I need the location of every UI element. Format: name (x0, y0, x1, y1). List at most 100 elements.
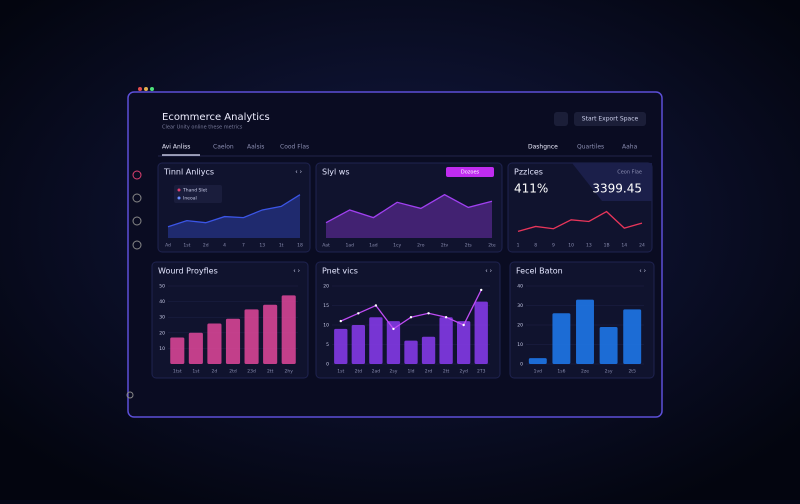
x-tick-label: 1ld (408, 369, 415, 375)
y-tick-label: 30 (159, 315, 165, 321)
legend-dot (177, 196, 181, 200)
x-tick-label: 1cy (393, 243, 401, 249)
legend-label: Ineoal (183, 196, 197, 202)
panel-controls: ‹ › (639, 268, 646, 275)
export-button[interactable] (574, 112, 646, 126)
y-tick-label: 0 (326, 362, 329, 368)
x-tick-label: Ad (165, 243, 171, 249)
x-tick-label: 1s6 (557, 369, 565, 375)
x-tick-label: 18 (297, 243, 303, 249)
legend-dot (177, 188, 181, 192)
bar (263, 304, 278, 364)
x-tick-label: 24 (639, 243, 645, 249)
line (517, 210, 643, 233)
bar (474, 301, 488, 364)
y-tick-label: 5 (326, 342, 329, 348)
bar (404, 340, 418, 364)
x-tick-label: 2te (488, 243, 496, 249)
line (167, 194, 301, 228)
x-tick-label: 7 (242, 243, 245, 249)
area (168, 194, 300, 238)
y-tick-label: 0 (520, 362, 523, 368)
x-tick-label: 2ze (581, 369, 589, 375)
line-point (392, 327, 395, 331)
bar (188, 332, 203, 364)
x-tick-label: 13 (586, 243, 592, 249)
y-tick-label: 10 (517, 342, 523, 348)
tab[interactable]: Dashgnce (528, 144, 558, 151)
bar (439, 317, 453, 364)
icon-button[interactable] (554, 112, 568, 126)
y-tick-label: 10 (159, 346, 165, 352)
x-tick-label: 2tv (441, 243, 449, 249)
y-tick-label: 20 (159, 330, 165, 336)
x-tick-label: 2rd (425, 369, 433, 375)
panel-title: Tinnl Anliycs (163, 168, 214, 177)
tab[interactable]: Aaha (622, 144, 638, 151)
x-tick-label: 8 (534, 243, 537, 249)
stat: 3399.45 (592, 182, 642, 196)
bar (207, 323, 222, 364)
bar (421, 336, 436, 364)
x-tick-label: 2yd (459, 369, 468, 375)
tab[interactable]: Quartiles (577, 144, 604, 151)
legend-label: Thand Slet (182, 188, 207, 194)
nav-icon[interactable] (126, 391, 134, 399)
bar (225, 318, 241, 364)
tab[interactable]: Cood Flas (280, 144, 309, 151)
x-tick-label: 1ad (345, 243, 354, 249)
x-tick-label: 2d (203, 243, 209, 249)
x-tick-label: 14 (621, 243, 627, 249)
nav-icon[interactable] (132, 170, 142, 180)
x-tick-label: 2ro (417, 243, 425, 249)
bar (552, 313, 571, 364)
bar (281, 295, 296, 364)
line-point (462, 323, 465, 327)
panel (315, 162, 503, 253)
panel-title: Fecel Baton (516, 267, 563, 276)
legend (174, 185, 222, 203)
x-tick-label: 4 (223, 243, 226, 249)
nav-icon[interactable] (132, 240, 142, 250)
x-tick-label: 23d (247, 369, 256, 375)
nav-icon[interactable] (132, 216, 142, 226)
bar (599, 326, 618, 364)
panel-button[interactable] (446, 167, 494, 177)
y-tick-label: 30 (517, 303, 523, 309)
bar (456, 321, 471, 364)
tab[interactable]: Caelon (213, 144, 234, 151)
tab[interactable]: Avi Anliss (162, 144, 190, 151)
bar (623, 309, 642, 364)
nav-icon[interactable] (132, 193, 142, 203)
line-point (374, 304, 378, 307)
y-tick-label: 15 (323, 303, 329, 309)
x-tick-label: 2sy (390, 369, 398, 375)
tab[interactable]: Aalsis (247, 144, 264, 151)
sidebar (126, 170, 142, 399)
x-tick-label: 9 (552, 243, 555, 249)
panel-title: Pzzlces (514, 168, 543, 177)
x-tick-label: 1tst (173, 369, 182, 375)
export-label: Start Export Space (582, 116, 639, 123)
x-tick-label: 1st (337, 369, 344, 375)
x-tick-label: 2td (355, 369, 363, 375)
dot (138, 87, 142, 91)
x-tick-label: 2hy (285, 369, 294, 375)
x-tick-label: 1vd (534, 369, 543, 375)
x-tick-label: 2tt (267, 369, 274, 375)
panel-controls: ‹ › (293, 268, 300, 275)
x-tick-label: 1st (183, 243, 190, 249)
bar (351, 325, 366, 364)
x-tick-label: 1B (604, 243, 610, 249)
x-tick-label: 2T3 (477, 369, 486, 375)
bar (528, 358, 547, 364)
x-tick-label: 1 (517, 243, 520, 249)
y-tick-label: 40 (517, 284, 523, 290)
y-tick-label: 20 (517, 323, 523, 329)
bar (244, 309, 259, 364)
line-point (357, 312, 360, 315)
line-point (480, 288, 483, 292)
x-tick-label: 1st (192, 369, 199, 375)
badge: Ceon Flae (617, 170, 642, 176)
